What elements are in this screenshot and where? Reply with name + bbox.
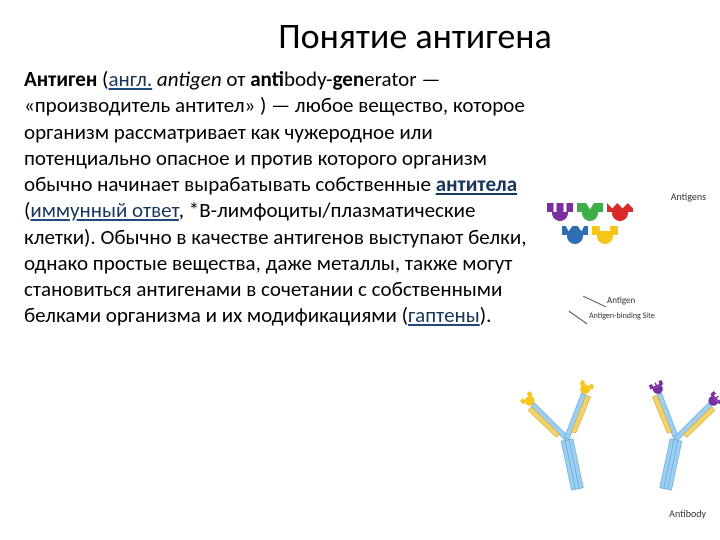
antigen-red-icon	[607, 203, 633, 221]
text: (	[97, 66, 108, 92]
antigen-shapes-row-2	[562, 226, 618, 244]
page-title: Понятие антигена	[0, 0, 720, 66]
text: body-	[284, 66, 333, 92]
label-antibody: Antibody	[669, 507, 706, 520]
label-binding-site: Antigen-binding Site	[589, 311, 655, 321]
antibody-left-icon	[516, 378, 617, 502]
antigen-green-icon	[577, 203, 603, 221]
link-haptens[interactable]: гаптены	[408, 302, 480, 328]
antigen-yellow-icon	[592, 226, 618, 244]
pointer-line	[569, 311, 588, 324]
antibody-right-icon	[625, 378, 720, 502]
bold-gen: gen	[333, 66, 365, 92]
text: ).	[480, 302, 492, 328]
link-immune-response[interactable]: иммунный ответ	[30, 197, 178, 223]
term-antigen-en: antigen	[157, 66, 222, 92]
link-english[interactable]: англ.	[108, 66, 152, 92]
antigen-shapes-row-1	[547, 203, 633, 221]
antigen-blue-icon	[562, 226, 588, 244]
term-antigen: Антиген	[24, 66, 97, 92]
bold-anti: anti	[250, 66, 284, 92]
label-antigen-small: Antigen	[607, 295, 635, 306]
link-antibodies[interactable]: антитела	[436, 171, 517, 197]
antigen-purple-icon	[547, 203, 573, 221]
illustration: Antigens Antibody Antigen Antigen-bindin…	[537, 190, 712, 520]
definition-paragraph: Антиген (англ. antigen от antibody-gener…	[0, 66, 560, 329]
text: от	[222, 66, 251, 92]
label-antigens: Antigens	[671, 190, 706, 203]
pointer-line	[583, 296, 606, 307]
